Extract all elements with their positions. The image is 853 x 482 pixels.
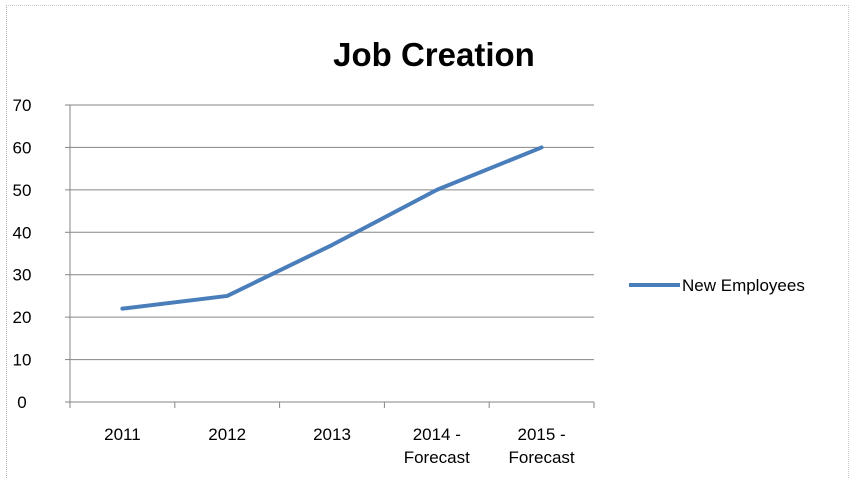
y-tick-label: 40 [13,223,32,242]
y-axis: 0 10 20 30 40 50 60 70 [13,96,71,412]
x-tick-label: 2015 -Forecast [509,425,575,467]
y-tick-label: 10 [13,351,32,370]
legend-label: New Employees [682,276,805,295]
series-line-new-employees [120,145,544,311]
y-tick-label: 70 [13,96,32,115]
series-layer [120,145,544,311]
x-tick-label: 2011 [104,425,141,444]
y-tick-label: 20 [13,308,32,327]
y-tick-label: 30 [13,266,32,285]
x-tick-label: 2014 -Forecast [404,425,470,467]
gridlines [70,104,594,361]
x-tick-label: 2013 [313,425,351,444]
x-tick-label: 2012 [208,425,246,444]
y-tick-label: 60 [13,138,32,157]
legend: New Employees [629,276,805,295]
chart-frame [6,5,849,478]
x-axis: 2011 2012 2013 2014 -Forecast 2015 -Forecast [69,401,595,467]
chart-title: Job Creation [333,36,535,73]
y-tick-label: 0 [17,393,26,412]
y-tick-label: 50 [13,181,32,200]
